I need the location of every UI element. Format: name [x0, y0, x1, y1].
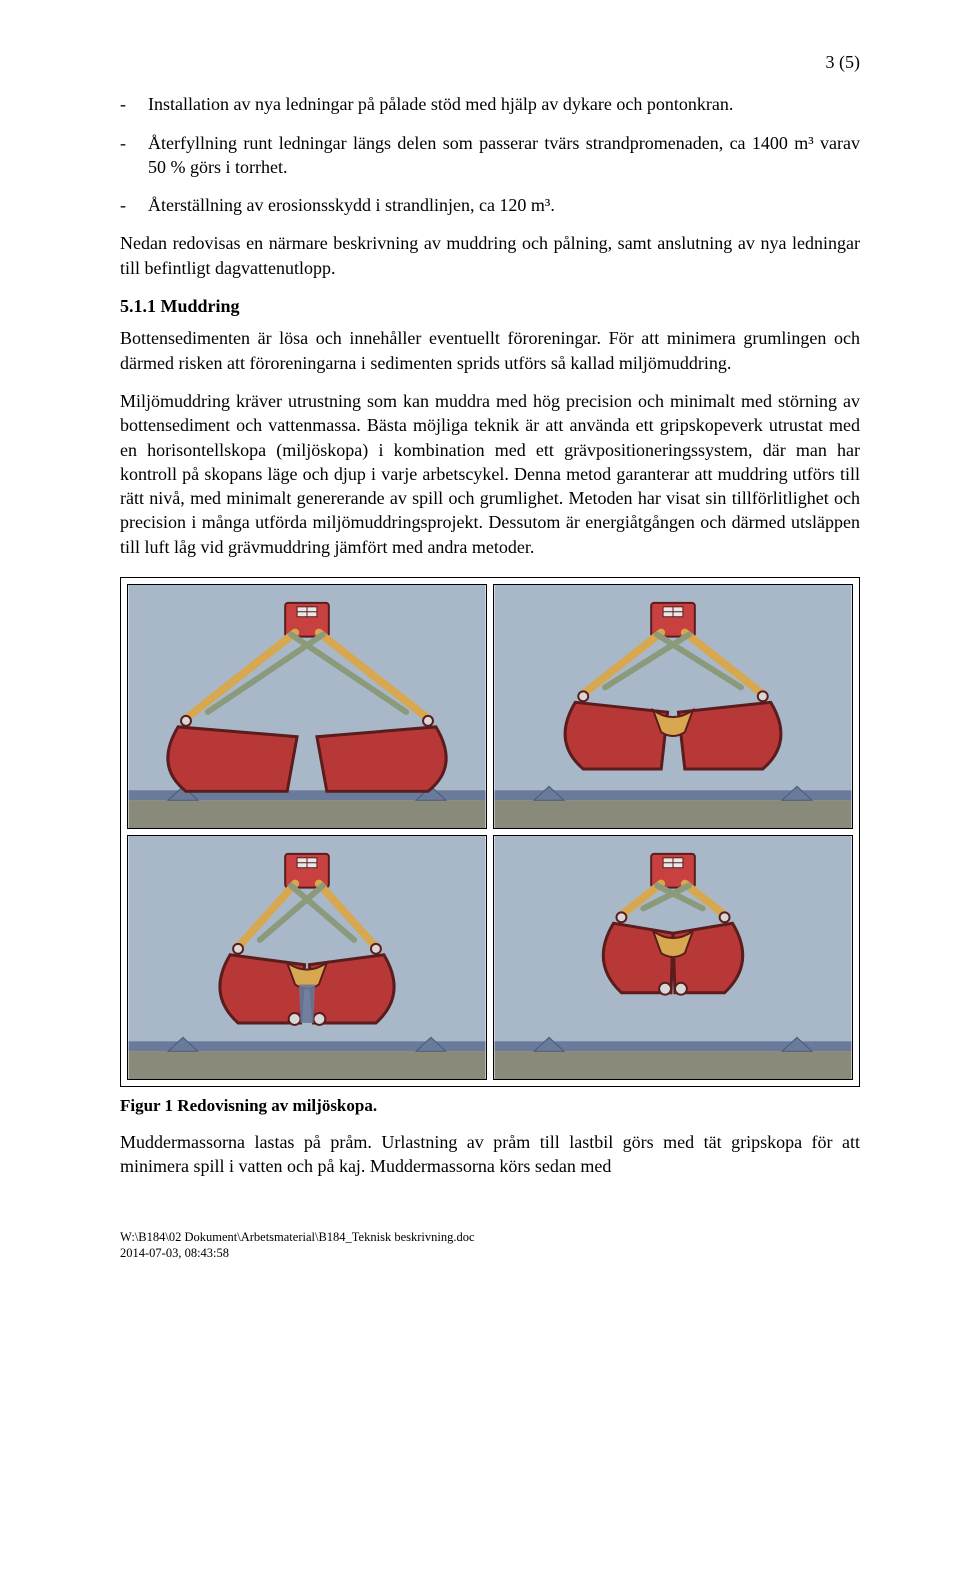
bullet-list: Installation av nya ledningar på pålade …	[120, 92, 860, 217]
footer-path: W:\B184\02 Dokument\Arbetsmaterial\B184_…	[120, 1229, 860, 1245]
figure-panel-2	[493, 584, 853, 829]
body-paragraph: Bottensedimenten är lösa och innehåller …	[120, 326, 860, 375]
figure-panel-3	[127, 835, 487, 1080]
intro-paragraph: Nedan redovisas en närmare beskrivning a…	[120, 231, 860, 280]
section-heading: 5.1.1 Muddring	[120, 294, 860, 318]
figure-caption: Figur 1 Redovisning av miljöskopa.	[120, 1095, 860, 1118]
figure-grid	[120, 577, 860, 1087]
bullet-item: Återställning av erosionsskydd i strandl…	[120, 193, 860, 217]
footer-date: 2014-07-03, 08:43:58	[120, 1245, 860, 1261]
footer: W:\B184\02 Dokument\Arbetsmaterial\B184_…	[120, 1229, 860, 1262]
figure-panel-1	[127, 584, 487, 829]
page-number: 3 (5)	[120, 50, 860, 74]
bullet-item: Återfyllning runt ledningar längs delen …	[120, 131, 860, 180]
body-paragraph: Miljömuddring kräver utrustning som kan …	[120, 389, 860, 559]
bullet-item: Installation av nya ledningar på pålade …	[120, 92, 860, 116]
figure-panel-4	[493, 835, 853, 1080]
closing-paragraph: Muddermassorna lastas på pråm. Urlastnin…	[120, 1130, 860, 1179]
